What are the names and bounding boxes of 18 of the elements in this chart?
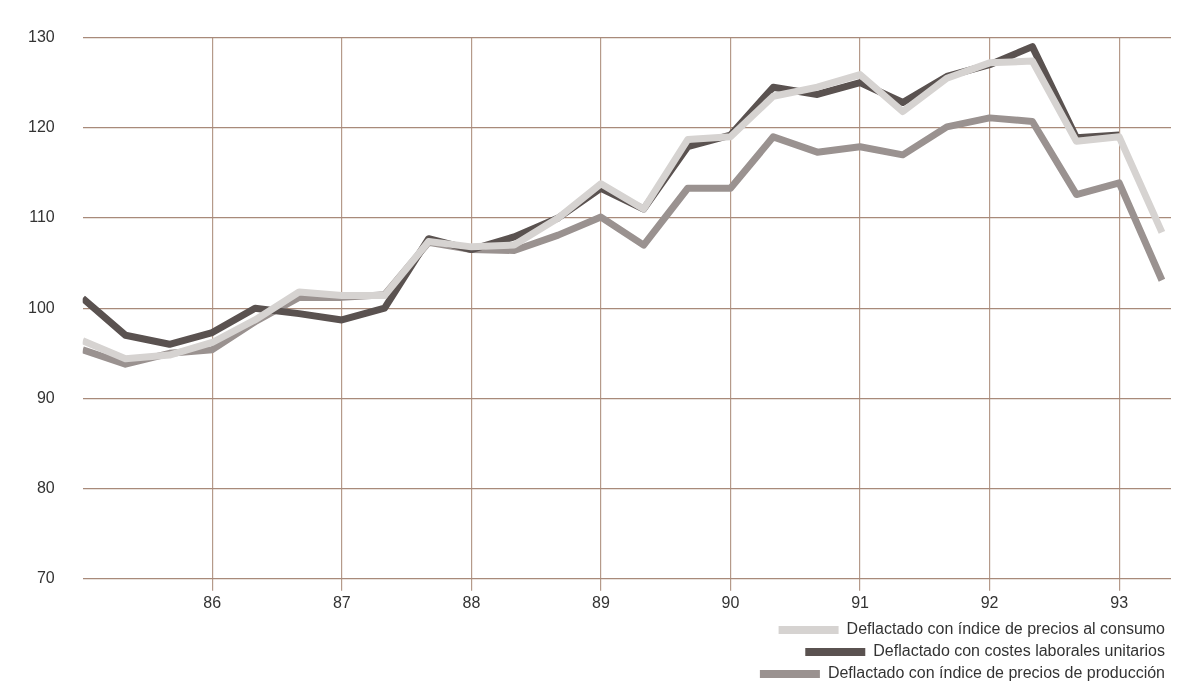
y-tick-label: 120 — [27, 118, 55, 136]
y-tick-label: 70 — [36, 569, 55, 587]
x-tick-label: 92 — [980, 593, 999, 611]
legend-label: Deflactado con índice de precios de producción — [827, 664, 1166, 682]
y-tick-label: 110 — [29, 208, 55, 226]
x-tick-label: 91 — [851, 593, 870, 611]
legend-label: Deflactado con costes laborales unitarios — [873, 642, 1165, 660]
x-tick-label: 86 — [203, 593, 222, 611]
x-tick-label: 88 — [462, 593, 481, 611]
y-tick-label: 130 — [27, 28, 55, 46]
y-tick-label: 100 — [27, 298, 55, 316]
legend-label: Deflactado con índice de precios al consumo — [846, 620, 1166, 638]
y-tick-label: 90 — [36, 388, 55, 406]
y-tick-label: 80 — [36, 479, 55, 497]
x-tick-label: 89 — [592, 593, 610, 611]
x-tick-label: 90 — [721, 593, 740, 611]
x-tick-label: 87 — [332, 593, 351, 611]
x-tick-label: 93 — [1110, 593, 1129, 611]
